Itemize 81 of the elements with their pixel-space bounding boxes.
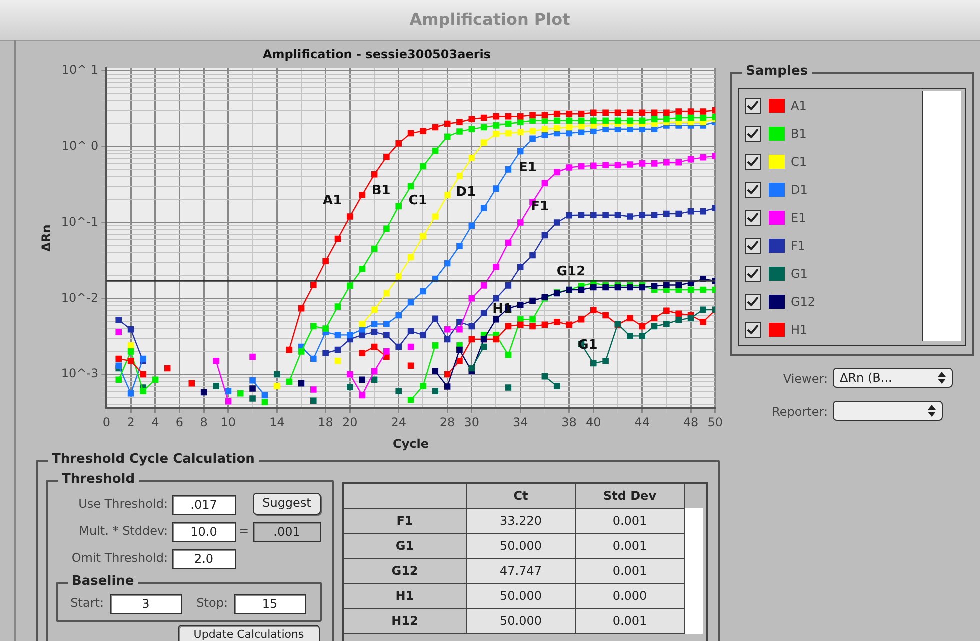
text: Update Calculations (178, 625, 320, 641)
text: Start: (70, 596, 104, 610)
y-tick-label: 10^-1 (61, 214, 99, 229)
text: 0.001 (576, 559, 685, 584)
x-tick-label: 10 (220, 416, 236, 430)
text: 50.000 (467, 609, 576, 634)
chart-title: Amplification - sessie300503aeris (262, 47, 492, 62)
text: Amplification Plot (0, 0, 980, 41)
x-tick-label: 44 (634, 416, 650, 430)
x-tick-label: 2 (127, 416, 135, 430)
text: G1 (344, 534, 467, 559)
text: Ct (467, 484, 576, 509)
text: Stop: (196, 596, 228, 610)
x-tick-label: 20 (342, 416, 358, 430)
x-tick-label: 48 (683, 416, 699, 430)
text: 0.001 (576, 509, 685, 534)
text: 47.747 (467, 559, 576, 584)
text: 10.0 (172, 522, 236, 542)
text: 50.000 (467, 534, 576, 559)
x-tick-label: 24 (391, 416, 406, 430)
legend-label: G1 (791, 267, 808, 281)
text: Threshold (58, 472, 140, 487)
annotation: G12 (556, 264, 586, 280)
y-tick-label: 10^ 0 (62, 138, 99, 153)
legend-label: D1 (791, 183, 808, 197)
x-tick-label: 50 (708, 416, 724, 430)
text: 3 (110, 594, 182, 614)
text: Use Threshold: (78, 497, 168, 511)
legend-label: A1 (791, 99, 807, 113)
annotation: A1 (323, 194, 342, 209)
x-tick-label: 40 (586, 416, 602, 430)
legend-title: Samples (742, 64, 812, 79)
x-tick-label: 30 (464, 416, 480, 430)
text: 0.001 (576, 609, 685, 634)
annotation: B1 (372, 183, 391, 198)
annotation: E1 (519, 160, 537, 176)
text: H12 (344, 609, 467, 634)
text: Baseline (68, 574, 138, 589)
text: 2.0 (172, 549, 236, 569)
x-tick-label: 38 (562, 416, 577, 430)
y-tick-label: 10^ 1 (62, 63, 99, 78)
x-tick-label: 28 (440, 416, 456, 430)
x-tick-label: 0 (102, 416, 111, 430)
x-axis-title: Cycle (393, 436, 430, 451)
text: 50.000 (467, 584, 576, 609)
text: G12 (344, 559, 467, 584)
legend-label: F1 (791, 239, 806, 253)
text: 0.000 (576, 584, 685, 609)
text: F1 (344, 509, 467, 534)
x-tick-label: 8 (200, 416, 208, 430)
x-tick-label: 34 (512, 416, 528, 430)
text: 15 (234, 594, 306, 614)
text: Omit Threshold: (70, 551, 168, 565)
text: Mult. * Stddev: (78, 524, 168, 538)
text: Suggest (253, 493, 321, 515)
text: = (238, 524, 250, 538)
text: 33.220 (467, 509, 576, 534)
text: H1 (344, 584, 467, 609)
text: 0.001 (576, 534, 685, 559)
x-tick-label: 14 (269, 416, 285, 430)
text: Std Dev (576, 484, 685, 509)
y-tick-label: 10^-3 (61, 366, 99, 381)
legend-label: B1 (791, 127, 807, 141)
x-tick-label: 6 (176, 416, 184, 430)
x-tick-label: 18 (318, 416, 334, 430)
text: Threshold Cycle Calculation (48, 452, 259, 467)
legend-label: G12 (791, 295, 816, 309)
legend-label: C1 (791, 155, 808, 169)
y-axis-title: ΔRn (39, 224, 54, 252)
y-tick-label: 10^-2 (61, 290, 99, 305)
annotation: F1 (531, 200, 550, 215)
text: ΔRn (B... (840, 371, 892, 385)
text: Reporter: (771, 405, 828, 419)
x-tick-label: 4 (152, 416, 160, 430)
annotation: C1 (408, 194, 428, 209)
annotation: D1 (456, 185, 476, 200)
legend-label: E1 (791, 211, 806, 225)
text: .001 (253, 522, 321, 542)
text: Viewer: (782, 372, 828, 386)
legend-label: H1 (791, 323, 808, 337)
text: .017 (172, 495, 236, 515)
